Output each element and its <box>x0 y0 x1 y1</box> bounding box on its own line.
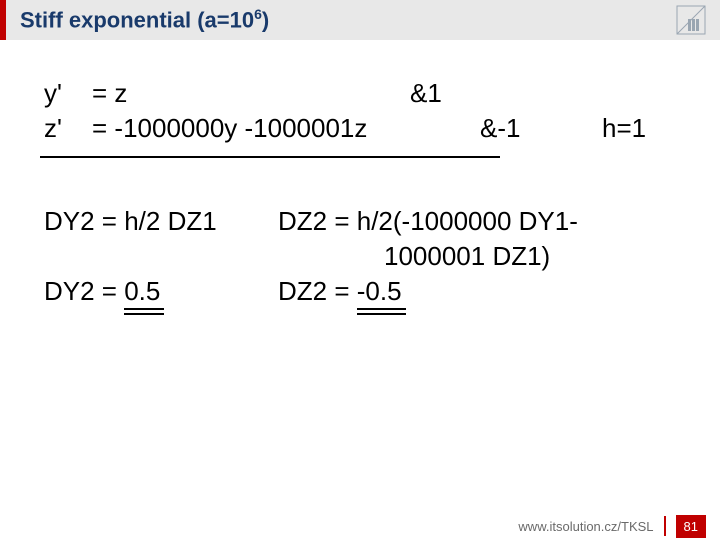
content-area: y' = z &1 z' = -1000000y -1000001z &-1 h… <box>0 40 720 309</box>
dz2-eq2-val: -0.5 <box>357 274 402 309</box>
footer-url: www.itsolution.cz/TKSL <box>518 519 653 534</box>
dy-row-2: DY2 = 0.5 DZ2 = -0.5 <box>44 274 676 309</box>
eq-z-amp: &-1 <box>480 111 520 146</box>
dz2-eq1: DZ2 = h/2(-1000000 DY1- 1000001 DZ1) <box>278 204 676 274</box>
title-sup: 6 <box>254 6 262 22</box>
eq-z-rhs: = -1000000y -1000001z <box>92 111 676 146</box>
dy2-eq2-val: 0.5 <box>124 274 160 309</box>
dy2-eq1: DY2 = h/2 DZ1 <box>44 204 278 274</box>
eq-h-value: h=1 <box>602 111 646 146</box>
dy-row-1: DY2 = h/2 DZ1 DZ2 = h/2(-1000000 DY1- 10… <box>44 204 676 274</box>
dz2-eq1-line2: 1000001 DZ1) <box>278 239 676 274</box>
eq-z-lhs: z' <box>44 111 92 146</box>
dy2-eq2-lhs: DY2 = <box>44 276 124 306</box>
page-number: 81 <box>676 515 706 538</box>
dz2-eq2: DZ2 = -0.5 <box>278 274 676 309</box>
dz2-eq1-line1: DZ2 = h/2(-1000000 DY1- <box>278 204 676 239</box>
footer: www.itsolution.cz/TKSL 81 <box>0 512 720 540</box>
title-bar: Stiff exponential (a=106) <box>0 0 720 40</box>
page-title: Stiff exponential (a=106) <box>20 6 269 33</box>
equation-z-row: z' = -1000000y -1000001z &-1 h=1 <box>44 111 676 146</box>
eq-y-rhs: = z <box>92 76 676 111</box>
dz2-eq2-lhs: DZ2 = <box>278 276 357 306</box>
institution-logo-icon <box>676 5 706 35</box>
title-prefix: Stiff exponential (a=10 <box>20 8 254 33</box>
title-suffix: ) <box>262 8 269 33</box>
divider-line <box>40 156 500 158</box>
title-accent-bar <box>0 0 6 40</box>
equation-y-row: y' = z &1 <box>44 76 676 111</box>
dy2-eq2: DY2 = 0.5 <box>44 274 278 309</box>
eq-y-lhs: y' <box>44 76 92 111</box>
eq-y-amp: &1 <box>410 76 442 111</box>
footer-separator <box>664 516 666 536</box>
